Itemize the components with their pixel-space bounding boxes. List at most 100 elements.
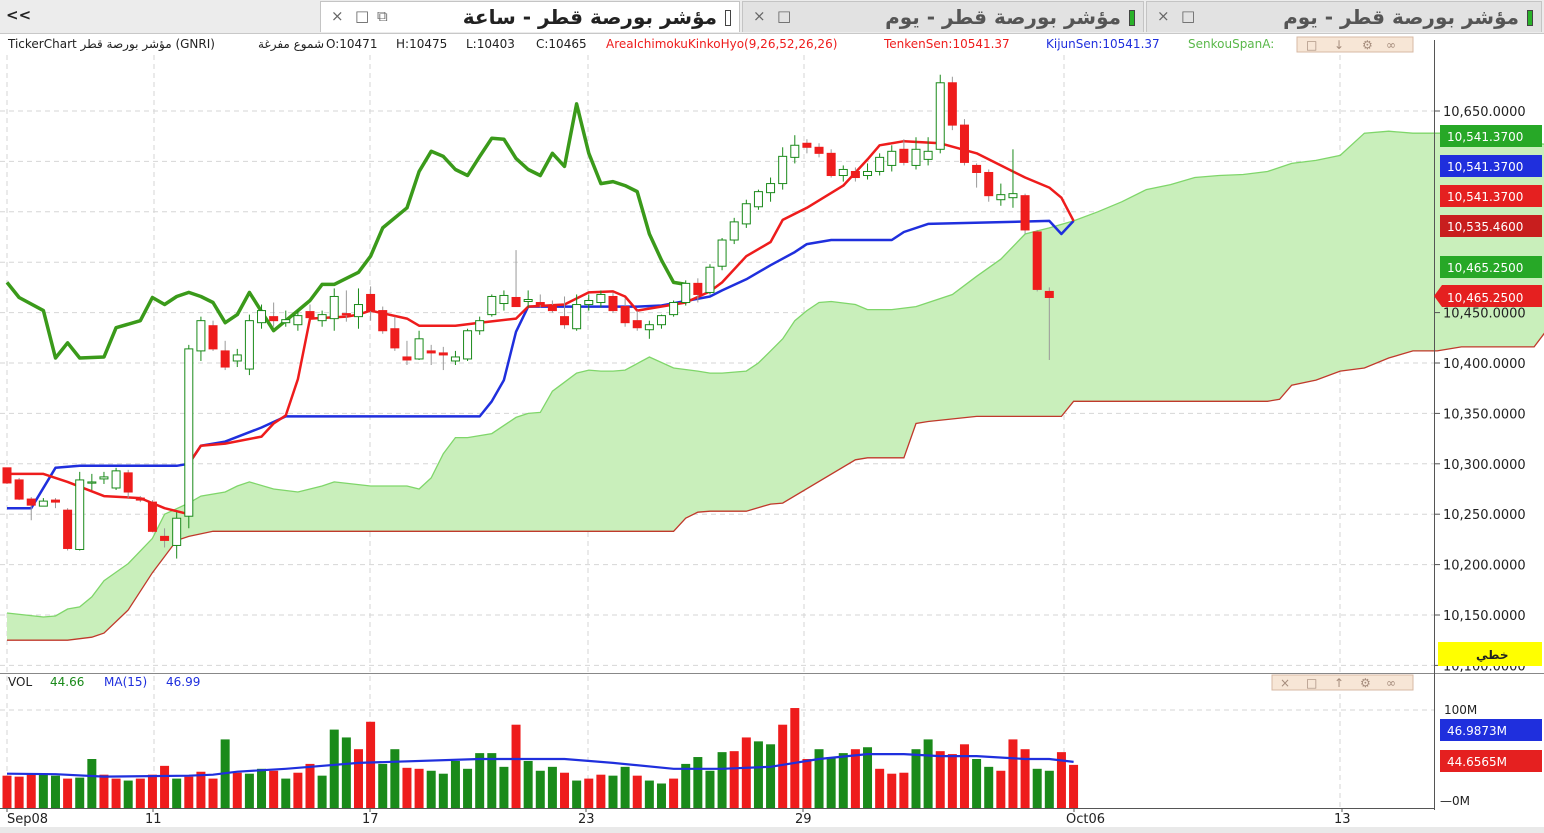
- tenkan-badge-bg: [1440, 185, 1542, 207]
- candle-body: [887, 150, 897, 166]
- candle-body: [390, 328, 400, 349]
- volume-tick-label: 100M: [1444, 703, 1477, 717]
- time-tick-label: 17: [362, 812, 379, 827]
- tab-daily-2[interactable]: × □ مؤشر بورصة قطر - يوم: [1146, 1, 1542, 32]
- volume-ma-label: MA(15): [104, 675, 147, 689]
- volume-ma-badge: 46.9873M: [1447, 724, 1507, 738]
- tab-title: مؤشر بورصة قطر - يوم: [885, 5, 1121, 29]
- chikou-span-line: [5, 102, 686, 360]
- volume-ma-line: [6, 752, 1074, 778]
- more-icon[interactable]: ∞: [1386, 676, 1396, 690]
- candle-body: [438, 352, 448, 356]
- senkou-span-a-line: [6, 130, 1544, 618]
- line-mode-button[interactable]: خطي: [1476, 648, 1508, 662]
- volume-bar: [863, 747, 873, 808]
- volume-ma-badge-bg: [1440, 719, 1542, 741]
- volume-bar: [341, 737, 351, 808]
- volume-bar: [26, 773, 36, 808]
- candle-body: [402, 356, 412, 361]
- settings-icon[interactable]: ⚙: [1360, 676, 1371, 690]
- candle-body: [584, 300, 594, 306]
- candle-body: [123, 472, 133, 493]
- tab-daily-1[interactable]: × □ مؤشر بورصة قطر - يوم: [742, 1, 1144, 32]
- chikou-badge-bg: [1440, 125, 1542, 147]
- candle-body: [499, 294, 509, 305]
- volume-bar: [1008, 739, 1018, 808]
- chart-canvas[interactable]: 10,650.0000 10,450.0000 10,400.0000 10,350.…: [0, 33, 1544, 833]
- span-b-badge: 10,535.4600: [1447, 220, 1523, 234]
- horizontal-scrollbar[interactable]: [0, 827, 1544, 833]
- time-tick-label: Oct06: [1066, 812, 1105, 827]
- volume-bar: [741, 737, 751, 808]
- price-tick-label: 10,300.0000: [1443, 458, 1526, 473]
- volume-bar: [802, 759, 812, 808]
- volume-bar: [390, 749, 400, 808]
- volume-bar: [1032, 768, 1042, 808]
- span-b-badge-bg: [1440, 215, 1542, 237]
- maximize-icon[interactable]: □: [1306, 676, 1317, 690]
- candle-body: [984, 171, 994, 197]
- indicator-controls: □ ↓ ⚙ ∞: [1296, 36, 1414, 53]
- volume-bar: [244, 773, 254, 808]
- arrow-up-icon[interactable]: ↑: [1334, 676, 1344, 690]
- volume-bar: [644, 780, 654, 808]
- candle-body: [826, 152, 836, 177]
- volume-bar: [232, 772, 242, 808]
- time-tick-label: 11: [145, 812, 162, 827]
- candle-body: [947, 82, 957, 126]
- volume-bar: [717, 752, 727, 808]
- volume-bar: [463, 768, 473, 808]
- volume-bar: [1044, 770, 1054, 808]
- restore-icon[interactable]: □: [777, 7, 792, 25]
- line-mode-badge-bg: [1438, 642, 1542, 666]
- grid-lines: [0, 55, 1434, 808]
- candle-body: [38, 500, 48, 507]
- volume-bar: [523, 760, 533, 808]
- volume-bar: [972, 759, 982, 808]
- candle-body: [463, 330, 473, 360]
- candle-body: [972, 164, 982, 173]
- tab-hourly[interactable]: × □ ⧉ مؤشر بورصة قطر - ساعة: [320, 1, 740, 32]
- maximize-icon[interactable]: □: [1306, 38, 1317, 52]
- settings-icon[interactable]: ⚙: [1362, 38, 1373, 52]
- tab-title: مؤشر بورصة قطر - ساعة: [462, 5, 717, 29]
- candle-body: [1020, 195, 1030, 231]
- candle-body: [475, 320, 485, 332]
- close-icon[interactable]: ×: [753, 7, 766, 25]
- scroll-tabs-arrows[interactable]: <<: [6, 6, 32, 24]
- candlesticks: [2, 74, 1054, 559]
- close-icon[interactable]: ×: [331, 7, 344, 25]
- more-icon[interactable]: ∞: [1386, 38, 1396, 52]
- volume-bar: [366, 721, 376, 808]
- candle-body: [644, 324, 654, 331]
- volume-bar: [50, 775, 60, 808]
- close-icon[interactable]: ×: [1280, 676, 1290, 690]
- kijun-badge-bg: [1440, 155, 1542, 177]
- tab-marker-icon: [1527, 10, 1533, 26]
- detach-icon[interactable]: ⧉: [377, 7, 388, 25]
- candle-body: [450, 356, 460, 362]
- candle-body: [693, 282, 703, 295]
- candle-body: [244, 320, 254, 370]
- volume-bar: [353, 749, 363, 808]
- candle-body: [172, 517, 182, 546]
- candle-body: [753, 191, 763, 208]
- candle-body: [426, 350, 436, 354]
- arrow-down-icon[interactable]: ↓: [1334, 38, 1344, 52]
- close-icon[interactable]: ×: [1157, 7, 1170, 25]
- volume-bar: [766, 744, 776, 808]
- restore-icon[interactable]: □: [1181, 7, 1196, 25]
- volume-bar: [63, 778, 73, 808]
- volume-bar: [669, 778, 679, 808]
- candle-body: [257, 310, 267, 324]
- candle-body: [560, 316, 570, 326]
- volume-bar: [620, 766, 630, 808]
- restore-icon[interactable]: □: [355, 7, 370, 25]
- candle-body: [208, 325, 218, 350]
- volume-bar: [184, 776, 194, 808]
- volume-bar: [632, 775, 642, 808]
- volume-bar: [426, 770, 436, 808]
- candle-body: [1044, 290, 1054, 298]
- candle-body: [547, 305, 557, 312]
- volume-bar: [693, 757, 703, 808]
